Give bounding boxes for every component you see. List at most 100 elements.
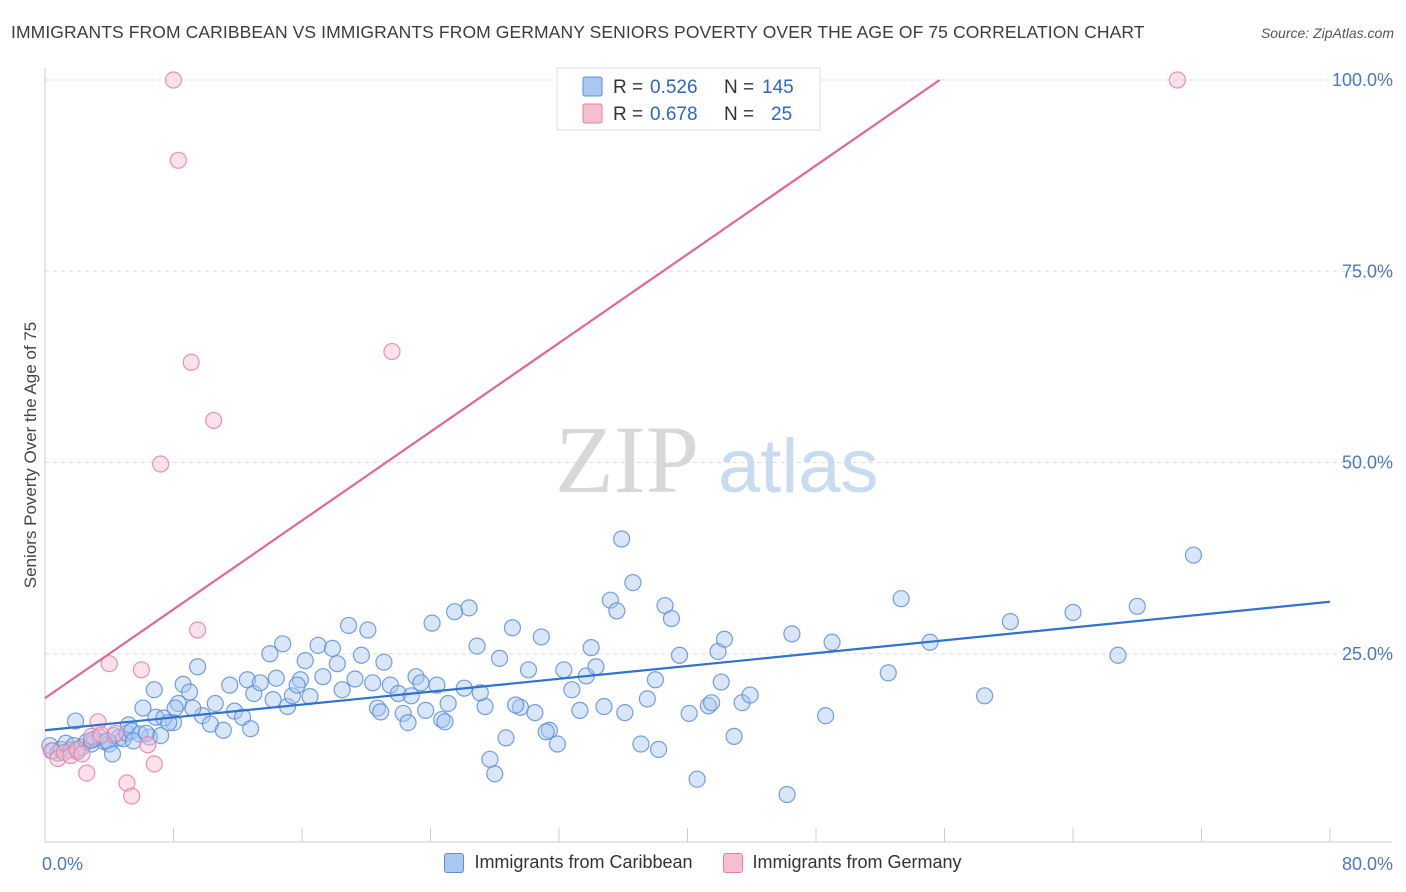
caribbean-point-122 [823, 633, 841, 651]
caribbean-point-85 [490, 649, 509, 667]
caribbean-point-98 [582, 639, 600, 657]
germany-point-13 [123, 787, 141, 805]
caribbean-point-94 [555, 661, 573, 679]
legend-r-label-1: R = [613, 77, 643, 98]
caribbean-point-95 [563, 681, 581, 699]
caribbean-point-101 [601, 591, 620, 609]
caribbean-point-56 [309, 636, 327, 654]
caribbean-point-59 [333, 681, 351, 699]
caribbean-point-87 [503, 619, 522, 637]
germany-point-4 [68, 740, 86, 758]
caribbean-point-58 [323, 639, 342, 657]
caribbean-point-50 [274, 635, 292, 653]
caribbean-point-76 [433, 710, 451, 729]
caribbean-point-84 [486, 765, 504, 783]
caribbean-point-53 [291, 671, 309, 689]
caribbean-point-114 [702, 694, 721, 712]
caribbean-point-108 [649, 740, 668, 758]
germany-point-22 [383, 342, 401, 361]
caribbean-point-70 [399, 713, 417, 732]
legend-swatch-caribbean [582, 76, 603, 97]
caribbean-point-104 [616, 704, 634, 722]
caribbean-point-142 [436, 713, 454, 731]
caribbean-point-41 [214, 721, 232, 739]
y-tick-label-75: 75.0% [1342, 261, 1393, 281]
caribbean-point-128 [1064, 603, 1082, 622]
caribbean-point-119 [741, 686, 759, 704]
germany-point-12 [118, 774, 136, 792]
germany-point-5 [73, 745, 91, 763]
bottom-legend: Immigrants from Caribbean Immigrants fro… [0, 852, 1406, 873]
caribbean-point-127 [1001, 613, 1019, 631]
caribbean-point-30 [134, 699, 152, 717]
caribbean-point-49 [267, 669, 285, 687]
y-tick-label-25: 25.0% [1342, 644, 1393, 664]
germany-point-17 [164, 71, 183, 89]
caribbean-point-48 [261, 645, 279, 663]
x-tick-label-max: 80.0% [1342, 854, 1393, 874]
bottom-legend-label-germany: Immigrants from Germany [752, 852, 962, 872]
caribbean-point-100 [595, 697, 613, 716]
legend-n-value-2: 25 [771, 104, 792, 125]
caribbean-point-54 [296, 652, 314, 670]
caribbean-point-77 [439, 694, 457, 713]
caribbean-point-73 [417, 701, 435, 719]
germany-point-20 [188, 621, 207, 639]
caribbean-point-83 [481, 750, 499, 768]
caribbean-point-81 [468, 637, 486, 655]
germany-point-6 [78, 764, 96, 782]
watermark: ZIP atlas [555, 406, 879, 513]
caribbean-point-141 [402, 687, 420, 705]
legend-r-value-1: 0.526 [650, 77, 698, 98]
caribbean-point-61 [346, 670, 364, 688]
bottom-legend-swatch-germany [722, 852, 743, 873]
legend: R = 0.526 N = 145 R = 0.678 N = 25 [556, 67, 821, 131]
caribbean-point-46 [245, 684, 263, 703]
caribbean-point-130 [1128, 597, 1146, 615]
legend-n-label-1: N = [724, 77, 754, 98]
germany-point-14 [132, 661, 150, 679]
legend-swatch-germany [582, 103, 603, 124]
trend-line-germany [44, 79, 941, 700]
caribbean-point-35 [166, 699, 184, 717]
caribbean-point-111 [670, 646, 689, 664]
legend-r-value-2: 0.678 [650, 104, 698, 125]
caribbean-point-17 [66, 712, 85, 730]
caribbean-point-147 [688, 770, 706, 788]
caribbean-point-146 [638, 690, 656, 708]
caribbean-point-103 [613, 530, 631, 548]
y-tick-label-50: 50.0% [1342, 453, 1393, 473]
caribbean-point-126 [976, 687, 994, 705]
caribbean-point-66 [375, 653, 393, 671]
caribbean-point-69 [394, 704, 412, 723]
germany-point-19 [182, 353, 200, 371]
series-caribbean-points [41, 530, 1203, 804]
caribbean-point-78 [445, 603, 464, 621]
caribbean-point-57 [314, 668, 332, 686]
legend-n-value-1: 145 [762, 77, 794, 98]
caribbean-point-62 [352, 646, 371, 664]
caribbean-point-27 [152, 727, 170, 745]
caribbean-point-96 [571, 701, 589, 719]
caribbean-point-75 [428, 676, 446, 694]
caribbean-point-47 [251, 674, 269, 692]
bottom-legend-label-caribbean: Immigrants from Caribbean [474, 852, 693, 872]
caribbean-point-135 [184, 699, 202, 717]
caribbean-point-31 [145, 681, 163, 699]
caribbean-point-148 [712, 673, 730, 691]
caribbean-point-91 [532, 628, 550, 646]
y-tick-label-100: 100.0% [1332, 70, 1393, 90]
bottom-legend-swatch-caribbean [444, 852, 465, 873]
caribbean-point-144 [507, 696, 525, 714]
caribbean-point-145 [537, 723, 555, 741]
caribbean-point-52 [283, 687, 301, 705]
caribbean-point-99 [587, 658, 605, 676]
caribbean-point-110 [662, 609, 681, 628]
source-label: Source: ZipAtlas.com [1260, 25, 1394, 41]
caribbean-point-102 [608, 602, 626, 620]
germany-point-16 [152, 455, 170, 473]
caribbean-point-107 [646, 671, 664, 689]
caribbean-point-117 [725, 727, 743, 745]
legend-r-label-2: R = [613, 104, 643, 125]
